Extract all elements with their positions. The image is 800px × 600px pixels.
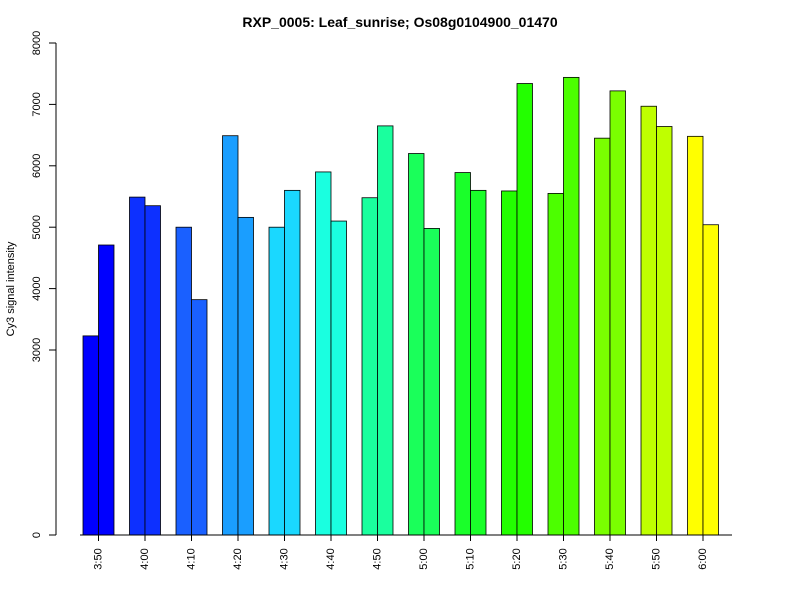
bars-layer [82,76,719,536]
y-tick-label: 6000 [31,154,43,178]
bar-530-1 [547,193,564,536]
x-tick-label: 4:30 [278,548,290,569]
bar-600-2 [702,224,719,536]
bar-430-2 [284,189,301,536]
bar-350-2 [98,244,115,536]
bar-600-1 [687,135,704,536]
x-tick-label: 6:00 [697,548,709,569]
x-tick-label: 5:00 [418,548,430,569]
bar-430-1 [268,226,285,536]
axes-layer: 3:50 4:00 4:10 4:20 4:30 4:40 4:50 5:00 5:10 5:20… [31,31,732,570]
y-tick-label: 4000 [31,276,43,300]
bar-550-1 [640,105,657,536]
y-tick-label: 8000 [31,31,43,55]
bar-520-1 [501,190,518,536]
bar-540-1 [594,137,611,536]
x-tick-label: 4:00 [139,548,151,569]
bar-440-2 [330,220,347,536]
bar-530-2 [563,76,580,536]
y-axis-label: Cy3 signal intensity [5,241,17,336]
bar-510-1 [454,172,471,536]
bar-420-2 [237,216,254,536]
x-tick-label: 5:30 [557,548,569,569]
bar-350-1 [82,335,99,536]
x-tick-label: 4:50 [371,548,383,569]
chart-title: RXP_0005: Leaf_sunrise; Os08g0104900_014… [242,14,557,30]
y-tick-label: 7000 [31,92,43,116]
bar-520-2 [516,83,533,536]
x-tick-label: 4:40 [325,548,337,569]
bar-500-2 [423,228,440,536]
bar-540-2 [609,90,626,536]
x-tick-label: 5:10 [464,548,476,569]
bar-400-2 [144,205,161,536]
y-tick-label: 0 [31,532,43,538]
x-tick-label: 5:50 [650,548,662,569]
bar-400-1 [129,196,146,536]
bar-500-1 [408,153,425,536]
bar-440-1 [315,171,332,536]
bar-450-2 [377,125,394,536]
y-tick-label: 5000 [31,215,43,239]
bar-410-2 [191,299,208,536]
bar-510-2 [470,189,487,536]
x-tick-label: 5:20 [511,548,523,569]
x-tick-label: 4:10 [185,548,197,569]
bar-550-2 [656,126,673,536]
bar-410-1 [175,226,192,536]
x-tick-label: 4:20 [232,548,244,569]
bar-450-1 [361,197,378,536]
x-tick-label: 5:40 [604,548,616,569]
bar-420-1 [222,135,239,536]
y-tick-label: 3000 [31,338,43,362]
x-tick-label: 3:50 [92,548,104,569]
